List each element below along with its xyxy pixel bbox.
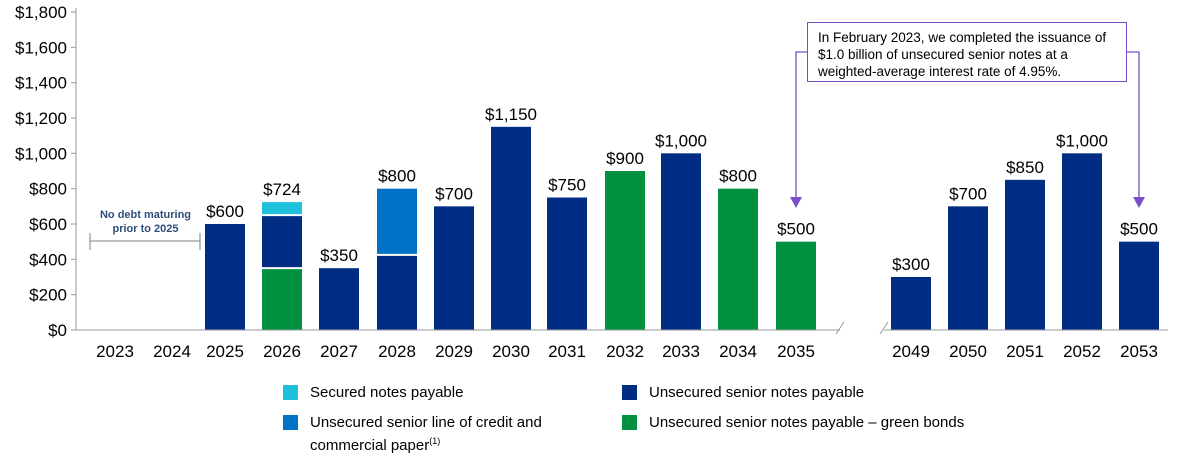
bars [205, 126, 1159, 330]
data-label: $850 [1006, 158, 1044, 177]
x-tick-label: 2030 [492, 342, 530, 361]
data-label: $500 [777, 220, 815, 239]
legend-label-unsecured: Unsecured senior notes payable [649, 384, 865, 401]
legend-swatch-secured [283, 385, 298, 400]
y-tick-label: $800 [29, 180, 67, 199]
legend-swatch-credit-line [283, 415, 298, 430]
y-tick-label: $1,400 [15, 74, 67, 93]
bar-segment [547, 197, 587, 330]
x-tick-label: 2034 [719, 342, 757, 361]
x-tick-label: 2026 [263, 342, 301, 361]
x-axis: 2023 2024 2025 2026 2027 2028 2029 2030 2031 2032… [76, 321, 1168, 361]
x-tick-label: 2023 [96, 342, 134, 361]
x-tick-label: 2027 [320, 342, 358, 361]
x-tick-label: 2050 [949, 342, 987, 361]
data-label: $724 [263, 180, 301, 199]
data-label: $750 [548, 175, 586, 194]
axis-break-left [835, 321, 845, 335]
no-debt-note: No debt maturing prior to 2025 [99, 209, 192, 235]
data-label: $500 [1120, 220, 1158, 239]
y-tick-label: $200 [29, 286, 67, 305]
bar-segment [948, 206, 988, 330]
x-tick-label: 2052 [1063, 342, 1101, 361]
x-tick-label: 2024 [153, 342, 191, 361]
data-label: $300 [892, 255, 930, 274]
data-label: $1,000 [655, 131, 707, 150]
callout-arrowhead-2035 [790, 197, 802, 208]
y-tick-label: $600 [29, 215, 67, 234]
legend-label-secured: Secured notes payable [310, 384, 464, 401]
bar-segment [1062, 153, 1102, 330]
bar-segment [262, 268, 302, 330]
legend-credit-line-line2: commercial paper [310, 437, 430, 454]
data-labels: $600 $724 $350 $800 $700 $1,150 $750 $900 $1,000… [206, 105, 1158, 274]
bar-segment [319, 268, 359, 330]
bar-segment [491, 126, 531, 330]
data-label: $900 [606, 149, 644, 168]
bar-segment [262, 215, 302, 269]
bar-segment [262, 202, 302, 216]
data-label: $350 [320, 246, 358, 265]
y-tick-label: $1,200 [15, 109, 67, 128]
x-tick-label: 2028 [378, 342, 416, 361]
data-label: $700 [435, 184, 473, 203]
x-tick-label: 2035 [777, 342, 815, 361]
legend-footnote-marker: (1) [429, 436, 441, 446]
data-label: $1,000 [1056, 131, 1108, 150]
x-tick-label: 2029 [435, 342, 473, 361]
bar-segment [205, 223, 245, 330]
y-tick-label: $1,000 [15, 144, 67, 163]
data-label: $1,150 [485, 105, 537, 124]
y-tick-label: $1,600 [15, 38, 67, 57]
data-label: $800 [378, 167, 416, 186]
legend-label-green-bonds: Unsecured senior notes payable – green b… [649, 414, 965, 431]
data-label: $800 [719, 167, 757, 186]
x-tick-label: 2051 [1006, 342, 1044, 361]
bar-segment [434, 206, 474, 330]
legend-swatch-unsecured [622, 385, 637, 400]
x-tick-label: 2031 [548, 342, 586, 361]
bar-segment [605, 170, 645, 330]
callout-arrowhead-2053 [1133, 197, 1145, 208]
x-tick-label: 2025 [206, 342, 244, 361]
x-tick-label: 2053 [1120, 342, 1158, 361]
y-axis: $0 $200 $400 $600 $800 $1,000 $1,200 $1,400 $1,6… [15, 3, 77, 340]
data-label: $600 [206, 202, 244, 221]
x-tick-label: 2032 [606, 342, 644, 361]
bar-segment [377, 254, 417, 330]
bar-segment [891, 276, 931, 330]
bar-segment [776, 241, 816, 330]
axis-break-right [879, 321, 889, 335]
callout-arrow-2053 [1127, 51, 1140, 198]
bar-segment [1119, 241, 1159, 330]
legend-swatch-green-bonds [622, 415, 637, 430]
y-tick-label: $400 [29, 250, 67, 269]
callout-box: In February 2023, we completed the issua… [807, 22, 1127, 82]
bar-segment [1005, 179, 1045, 330]
y-tick-label: $0 [48, 321, 67, 340]
callout-arrow-2035 [795, 51, 807, 198]
data-label: $700 [949, 184, 987, 203]
legend-credit-line-line1: Unsecured senior line of credit and [310, 414, 542, 431]
x-tick-label: 2049 [892, 342, 930, 361]
bar-segment [718, 188, 758, 330]
y-tick-label: $1,800 [15, 3, 67, 22]
x-tick-label: 2033 [662, 342, 700, 361]
annotations [89, 51, 1145, 250]
bar-segment [377, 188, 417, 255]
legend-label-credit-line: Unsecured senior line of credit and comm… [310, 413, 542, 455]
bar-segment [661, 153, 701, 330]
